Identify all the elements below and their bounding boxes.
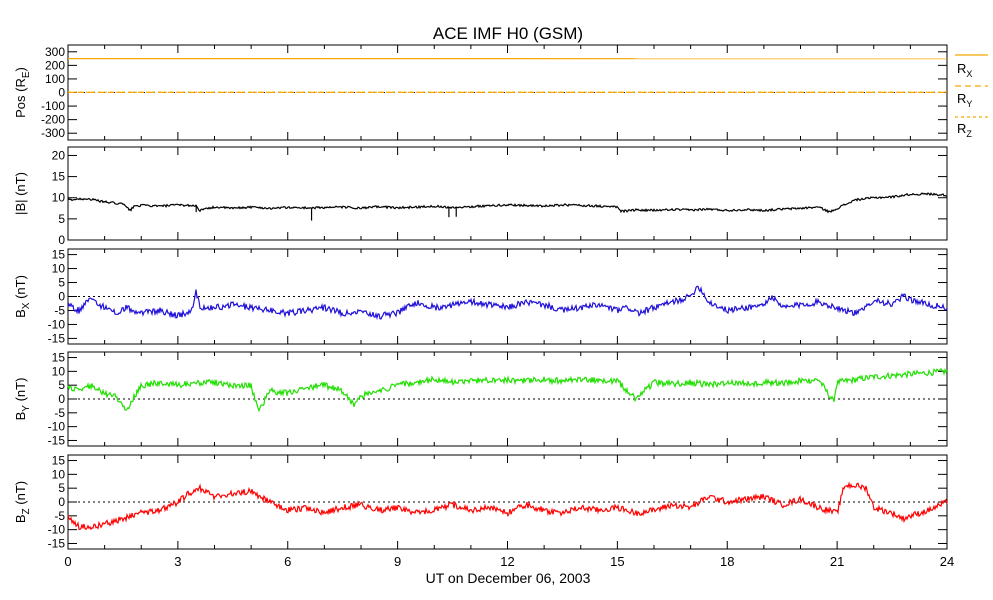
y-tick-label: 10	[52, 191, 66, 205]
legend-label: RX	[957, 61, 972, 79]
y-tick-label: -5	[54, 509, 65, 523]
y-tick-label: 5	[58, 212, 65, 226]
series-line--b-	[67, 192, 948, 214]
x-tick-label: 24	[940, 554, 954, 569]
series-line-b-z	[67, 481, 948, 531]
y-tick-label: 10	[52, 262, 66, 276]
x-axis-label: UT on December 06, 2003	[426, 570, 591, 586]
y-tick-label: -15	[48, 331, 66, 345]
x-tick-label: 12	[500, 554, 514, 569]
y-tick-label: 15	[52, 351, 66, 365]
y-tick-label: 10	[52, 467, 66, 481]
y-tick-label: 0	[58, 495, 65, 509]
x-tick-label: 9	[394, 554, 401, 569]
y-axis-label: BZ (nT)	[13, 481, 32, 523]
y-tick-label: -5	[54, 406, 65, 420]
y-tick-label: -5	[54, 303, 65, 317]
y-tick-label: -10	[48, 420, 66, 434]
y-tick-label: 0	[58, 290, 65, 304]
y-tick-label: 300	[45, 45, 65, 59]
y-tick-label: -100	[41, 99, 65, 113]
y-tick-label: 15	[52, 170, 66, 184]
y-axis-label: |B| (nT)	[13, 172, 28, 215]
y-tick-label: 100	[45, 72, 65, 86]
panel-frame	[67, 146, 948, 241]
x-tick-label: 3	[174, 554, 181, 569]
y-tick-label: 10	[52, 364, 66, 378]
y-tick-label: 0	[58, 86, 65, 100]
x-tick-label: 0	[64, 554, 71, 569]
y-tick-label: 15	[52, 248, 66, 262]
legend-label: RY	[957, 91, 972, 109]
x-tick-label: 21	[830, 554, 844, 569]
y-tick-label: 200	[45, 58, 65, 72]
y-tick-label: 15	[52, 454, 66, 468]
y-tick-label: 0	[58, 392, 65, 406]
y-tick-label: 5	[58, 276, 65, 290]
series-line-b-x	[67, 285, 948, 321]
series-line-b-y	[67, 367, 948, 413]
y-axis-label: BX (nT)	[13, 275, 32, 318]
y-tick-label: -300	[41, 126, 65, 140]
y-tick-label: -10	[48, 523, 66, 537]
y-tick-label: 5	[58, 481, 65, 495]
chart-title: ACE IMF H0 (GSM)	[433, 24, 583, 43]
x-tick-label: 15	[610, 554, 624, 569]
y-tick-label: 0	[58, 233, 65, 247]
y-axis-label: BY (nT)	[13, 378, 32, 421]
y-axis-label: Pos (RE)	[13, 67, 32, 118]
y-tick-label: -15	[48, 536, 66, 550]
y-tick-label: 20	[52, 148, 66, 162]
panel-btotal: 20 15 10 5 0 |B| (nT)	[13, 146, 948, 247]
y-tick-label: -15	[48, 433, 66, 447]
legend-label: RZ	[957, 121, 972, 139]
x-tick-label: 18	[720, 554, 734, 569]
y-tick-label: 5	[58, 378, 65, 392]
y-tick-label: -200	[41, 113, 65, 127]
x-tick-label: 6	[284, 554, 291, 569]
y-tick-label: -10	[48, 317, 66, 331]
